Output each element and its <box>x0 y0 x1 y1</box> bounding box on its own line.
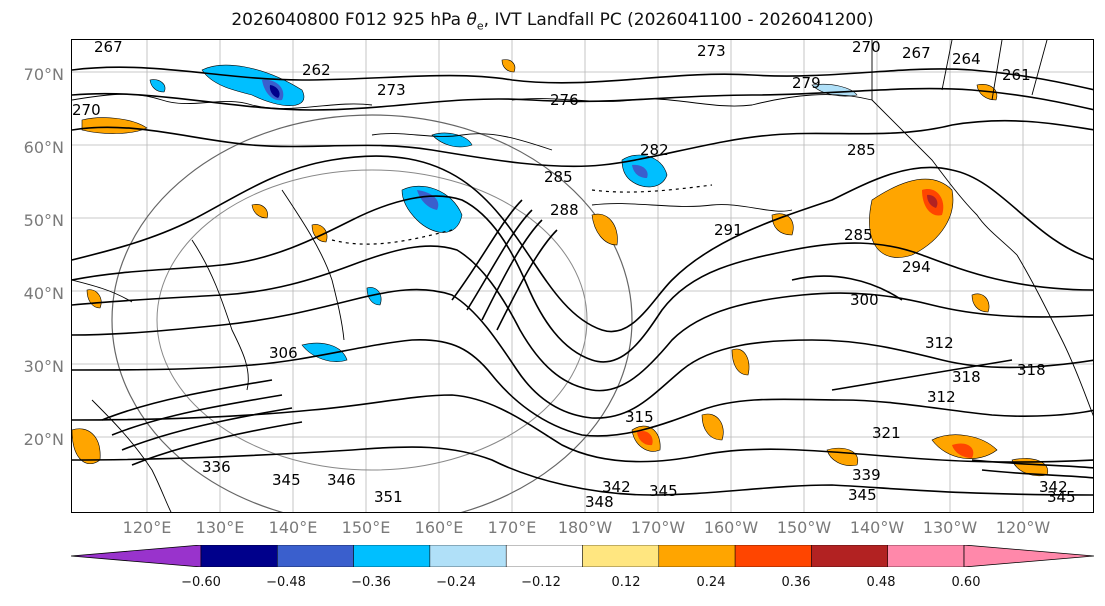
lon-label-150w: 150°W <box>776 518 832 537</box>
colorbar-tick: −0.60 <box>181 575 221 590</box>
colorbar-cell <box>429 545 507 567</box>
contour-label: 312 <box>925 334 954 352</box>
colorbar-cell <box>200 545 278 567</box>
colorbar-cell <box>277 545 354 567</box>
region-circle-inner <box>156 169 588 471</box>
colorbar-cell <box>734 545 812 567</box>
lon-label-120e: 120°E <box>122 518 172 537</box>
contour-label: 321 <box>872 424 901 442</box>
contour-label: 336 <box>202 458 231 476</box>
colorbar-cell <box>887 545 965 567</box>
colorbar-cell <box>353 545 431 567</box>
contour-label: 351 <box>374 488 403 506</box>
lat-label-30n: 30°N <box>23 357 64 376</box>
lon-label-150e: 150°E <box>341 518 391 537</box>
colorbar-cell <box>658 545 736 567</box>
lon-label-140e: 140°E <box>268 518 318 537</box>
contour-label: 270 <box>72 101 101 119</box>
lat-label-70n: 70°N <box>23 65 64 84</box>
map-panel[interactable]: 267 262 273 276 273 279 270 267 264 261 … <box>71 39 1094 513</box>
contour-label: 285 <box>844 226 873 244</box>
dashed-contours <box>331 184 713 245</box>
contour-label: 288 <box>550 201 579 219</box>
contour-label: 345 <box>1047 488 1076 506</box>
lon-label-160w: 160°W <box>703 518 759 537</box>
contour-label: 291 <box>714 221 743 239</box>
contour-label: 279 <box>792 74 821 92</box>
lat-label-50n: 50°N <box>23 211 64 230</box>
lon-label-160e: 160°E <box>414 518 464 537</box>
lon-label-130e: 130°E <box>195 518 245 537</box>
contour-label: 342 <box>602 478 631 496</box>
contour-label: 318 <box>1017 361 1046 379</box>
contour-label: 273 <box>697 42 726 60</box>
contour-label: 300 <box>850 291 879 309</box>
contour-label: 270 <box>852 40 881 56</box>
colorbar-tick: 0.24 <box>696 575 726 590</box>
lat-label-60n: 60°N <box>23 138 64 157</box>
contour-label: 348 <box>585 493 614 511</box>
colorbar-tick: 0.48 <box>866 575 896 590</box>
contour-label: 346 <box>327 471 356 489</box>
lon-label-120w: 120°W <box>995 518 1051 537</box>
colorbar-tick: −0.24 <box>436 575 476 590</box>
colorbar-cell <box>505 545 583 567</box>
colorbar-tick: 0.36 <box>781 575 811 590</box>
contour-label: 267 <box>94 40 123 56</box>
contour-labels: 267 262 273 276 273 279 270 267 264 261 … <box>72 40 1076 511</box>
contour-label: 306 <box>269 344 298 362</box>
contour-label: 318 <box>952 368 981 386</box>
colorbar-tick: −0.36 <box>351 575 391 590</box>
colorbar-tick: 0.12 <box>611 575 641 590</box>
contour-label: 312 <box>927 388 956 406</box>
colorbar <box>71 545 1094 567</box>
contour-label: 264 <box>952 50 981 68</box>
lat-label-20n: 20°N <box>23 430 64 449</box>
contour-label: 339 <box>852 466 881 484</box>
contour-label: 315 <box>625 408 654 426</box>
colorbar-extend-low <box>71 545 202 567</box>
lon-label-170w: 170°W <box>630 518 686 537</box>
contour-label: 285 <box>544 168 573 186</box>
contour-label: 276 <box>550 91 579 109</box>
lon-label-170e: 170°E <box>487 518 537 537</box>
contour-label: 285 <box>847 141 876 159</box>
contour-label: 342 <box>1039 478 1068 496</box>
lat-label-40n: 40°N <box>23 284 64 303</box>
contour-label: 267 <box>902 44 931 62</box>
contour-label: 294 <box>902 258 931 276</box>
colorbar-extend-high <box>963 545 1094 567</box>
colorbar-tick: 0.60 <box>951 575 981 590</box>
coastlines <box>72 40 1093 512</box>
colorbar-cell <box>811 545 888 567</box>
lon-label-180w: 180°W <box>557 518 613 537</box>
lon-label-130w: 130°W <box>922 518 978 537</box>
contour-label: 273 <box>377 81 406 99</box>
contour-label: 345 <box>848 486 877 504</box>
colorbar-cell <box>582 545 660 567</box>
colorbar-tick: −0.48 <box>266 575 306 590</box>
contour-label: 282 <box>640 141 669 159</box>
map-title: 2026040800 F012 925 hPa θe, IVT Landfall… <box>231 10 874 33</box>
map-svg: 267 262 273 276 273 279 270 267 264 261 … <box>72 40 1093 512</box>
colorbar-cells <box>71 545 1094 567</box>
contour-label: 261 <box>1002 66 1031 84</box>
lon-label-140w: 140°W <box>849 518 905 537</box>
colorbar-tick: −0.12 <box>521 575 561 590</box>
region-circle <box>111 114 633 512</box>
theta-e-contours <box>72 66 1093 496</box>
contour-label: 345 <box>272 471 301 489</box>
contour-label: 262 <box>302 61 331 79</box>
contour-label: 345 <box>649 482 678 500</box>
